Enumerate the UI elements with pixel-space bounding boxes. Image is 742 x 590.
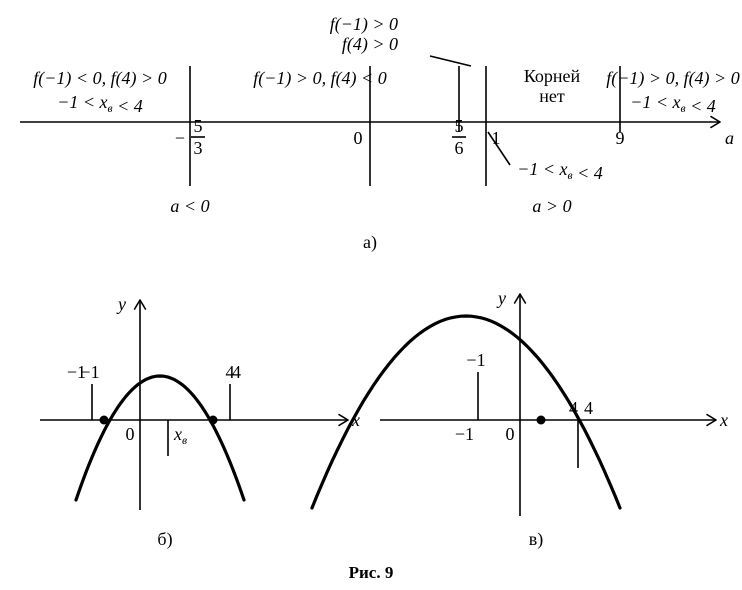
svg-text:6: 6: [455, 138, 464, 158]
sublabel: б): [157, 529, 172, 550]
svg-text:f(−1) > 0, f(4) > 0: f(−1) > 0, f(4) > 0: [606, 68, 739, 89]
svg-text:f(4) > 0: f(4) > 0: [342, 34, 398, 55]
svg-text:a < 0: a < 0: [170, 196, 209, 216]
svg-text:0: 0: [126, 424, 135, 444]
svg-text:9: 9: [616, 128, 625, 148]
svg-text:f(−1) < 0, f(4) > 0: f(−1) < 0, f(4) > 0: [33, 68, 166, 89]
svg-text:−1: −1: [67, 362, 86, 382]
figure-caption: Рис. 9: [349, 563, 394, 582]
svg-text:5: 5: [455, 116, 464, 136]
svg-text:нет: нет: [539, 86, 565, 106]
root-point: [209, 416, 218, 425]
parabola: [312, 316, 620, 508]
svg-text:f(−1) > 0, f(4) < 0: f(−1) > 0, f(4) < 0: [253, 68, 386, 89]
svg-text:Корней: Корней: [524, 66, 581, 86]
svg-text:xв: xв: [173, 424, 187, 447]
svg-text:4: 4: [232, 362, 241, 382]
svg-text:5: 5: [194, 116, 203, 136]
svg-text:3: 3: [194, 138, 203, 158]
sublabel: в): [529, 529, 544, 550]
svg-text:−1: −1: [455, 424, 474, 444]
root-point: [100, 416, 109, 425]
svg-text:x: x: [719, 410, 728, 430]
svg-text:−1: −1: [466, 350, 485, 370]
svg-text:y: y: [116, 294, 126, 314]
svg-text:−: −: [175, 128, 185, 148]
svg-text:−1 < xв < 4: −1 < xв < 4: [630, 92, 716, 116]
svg-text:0: 0: [354, 128, 363, 148]
sublabel-a: а): [363, 232, 377, 253]
svg-text:4: 4: [584, 398, 593, 418]
svg-text:f(−1) > 0: f(−1) > 0: [330, 14, 398, 35]
axis-label-a: a: [725, 128, 734, 148]
parabola: [76, 376, 244, 500]
svg-text:−1 < xв < 4: −1 < xв < 4: [57, 92, 143, 116]
svg-text:y: y: [496, 288, 506, 308]
svg-text:0: 0: [506, 424, 515, 444]
svg-text:−1 < xв < 4: −1 < xв < 4: [517, 159, 603, 183]
plot-b: xy0−1xв4б): [40, 294, 360, 550]
root-point: [537, 416, 546, 425]
svg-text:a > 0: a > 0: [532, 196, 571, 216]
plot-v: x y 0 −1 4 в): [312, 288, 728, 550]
number-line-diagram: a019f(−1) < 0, f(4) > 0f(−1) > 0, f(4) <…: [20, 14, 740, 253]
